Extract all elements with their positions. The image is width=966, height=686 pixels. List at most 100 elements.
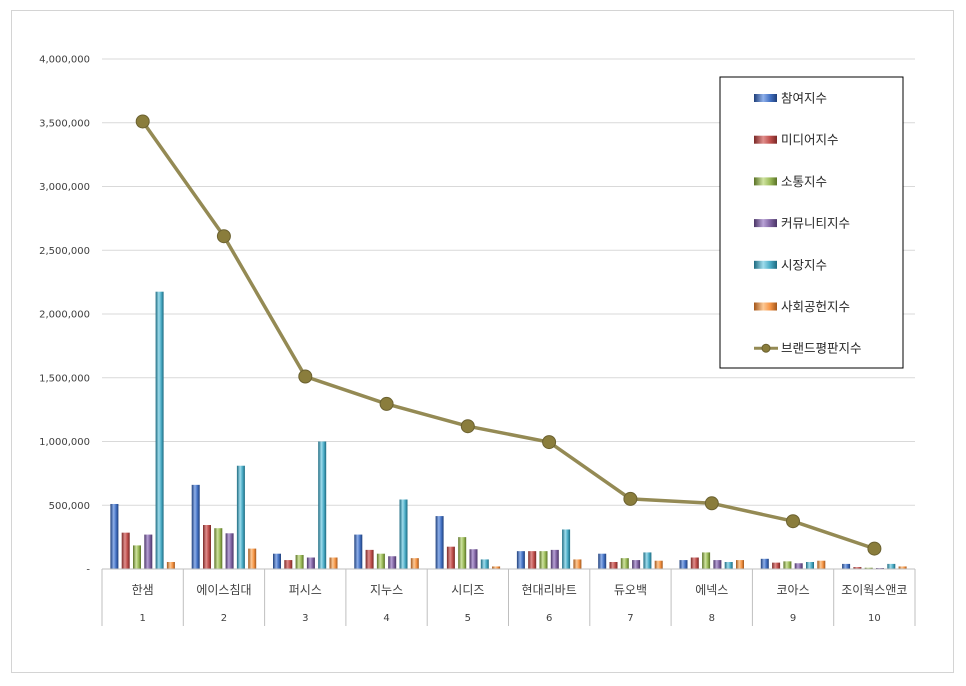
bar-6-1 bbox=[166, 561, 175, 569]
bar-5-2 bbox=[236, 465, 245, 569]
bar-5-9 bbox=[806, 561, 814, 569]
bar-5-4 bbox=[399, 499, 408, 569]
bar-6-9 bbox=[817, 560, 826, 569]
y-tick-label: 3,000,000 bbox=[39, 182, 90, 193]
legend-key bbox=[754, 177, 777, 186]
bar-1-8 bbox=[679, 560, 688, 569]
bar-4-9 bbox=[794, 563, 803, 569]
bar-6-3 bbox=[329, 557, 338, 569]
legend-label: 사회공헌지수 bbox=[781, 299, 850, 314]
bar-6-6 bbox=[573, 559, 582, 569]
y-tick-label: - bbox=[86, 565, 90, 576]
bar-1-5 bbox=[435, 516, 444, 569]
x-category-name: 에넥스 bbox=[695, 583, 728, 597]
bar-6-7 bbox=[654, 560, 663, 569]
bar-2-1 bbox=[121, 532, 130, 569]
x-category-rank: 4 bbox=[383, 613, 389, 624]
y-tick-label: 1,500,000 bbox=[39, 373, 90, 384]
bar-3-3 bbox=[295, 554, 304, 569]
y-axis-ticks: - 500,000 1,000,000 1,500,000 2,000,000 2,500… bbox=[39, 55, 90, 576]
x-category-rank: 5 bbox=[465, 613, 471, 624]
y-tick-label: 2,500,000 bbox=[39, 246, 90, 257]
legend-key bbox=[754, 260, 777, 269]
bar-4-2 bbox=[225, 533, 234, 569]
bar-1-10 bbox=[842, 563, 851, 569]
brand-index-point-3 bbox=[298, 369, 313, 384]
bar-5-3 bbox=[318, 441, 327, 569]
y-tick-label: 3,500,000 bbox=[39, 118, 90, 129]
x-category-name: 시디즈 bbox=[451, 583, 484, 597]
bar-5-1 bbox=[155, 291, 164, 569]
x-category-name: 한샘 bbox=[132, 583, 154, 597]
bar-4-4 bbox=[388, 556, 397, 569]
bar-6-10 bbox=[898, 566, 907, 569]
bar-1-2 bbox=[191, 484, 200, 569]
brand-index-point-7 bbox=[623, 491, 638, 506]
x-category-name: 듀오백 bbox=[614, 583, 647, 597]
bar-3-7 bbox=[620, 558, 629, 569]
bar-4-7 bbox=[632, 560, 641, 569]
bar-3-9 bbox=[783, 561, 792, 569]
bar-2-4 bbox=[365, 549, 374, 570]
bar-5-6 bbox=[562, 529, 571, 569]
legend-label: 미디어지수 bbox=[781, 132, 839, 147]
bar-4-1 bbox=[144, 534, 153, 569]
bar-3-2 bbox=[214, 528, 223, 569]
bar-5-7 bbox=[643, 552, 652, 569]
brand-index-point-10 bbox=[867, 541, 882, 556]
chart-frame: - 500,000 1,000,000 1,500,000 2,000,000 2,500… bbox=[11, 10, 954, 673]
legend-label: 브랜드평판지수 bbox=[781, 341, 862, 356]
bar-6-5 bbox=[492, 566, 501, 569]
bar-1-3 bbox=[273, 553, 281, 569]
bar-4-3 bbox=[306, 557, 315, 569]
bar-4-6 bbox=[550, 549, 559, 570]
bar-2-7 bbox=[609, 561, 618, 569]
bar-2-3 bbox=[284, 560, 293, 569]
brand-index-point-9 bbox=[786, 514, 800, 529]
brand-index-point-8 bbox=[704, 496, 719, 511]
bar-2-5 bbox=[446, 546, 455, 569]
x-axis: 한샘 1 에이스침대 2 퍼시스 3 지누스 4 시디즈 5 현대리바트 6 듀오백 7 에넥스 8 코아스 9 조… bbox=[101, 568, 916, 626]
x-category-rank: 2 bbox=[221, 613, 227, 624]
x-category-name: 조이웍스앤코 bbox=[841, 583, 907, 597]
legend-label: 참여지수 bbox=[781, 91, 827, 106]
brand-index-point-4 bbox=[379, 396, 394, 411]
brand-index-line-path bbox=[141, 120, 875, 551]
legend-box bbox=[719, 76, 904, 369]
legend-key bbox=[754, 302, 777, 311]
bar-3-8 bbox=[702, 552, 711, 569]
bar-6-2 bbox=[248, 548, 257, 569]
legend-label: 커뮤니티지수 bbox=[781, 216, 850, 231]
legend-key bbox=[754, 219, 777, 228]
bar-2-10 bbox=[853, 567, 862, 569]
bar-3-4 bbox=[376, 553, 385, 569]
x-category-name: 지누스 bbox=[370, 583, 403, 597]
brand-reputation-chart: - 500,000 1,000,000 1,500,000 2,000,000 2,500… bbox=[39, 55, 916, 626]
bar-2-9 bbox=[772, 562, 781, 570]
bar-3-6 bbox=[539, 551, 548, 569]
bar-5-10 bbox=[887, 563, 896, 569]
x-category-rank: 3 bbox=[302, 613, 308, 624]
bar-4-5 bbox=[469, 549, 478, 569]
legend-key-marker bbox=[761, 343, 771, 353]
x-category-rank: 8 bbox=[709, 613, 715, 624]
bar-1-1 bbox=[110, 503, 119, 569]
x-category-rank: 10 bbox=[868, 613, 881, 624]
bar-1-4 bbox=[354, 534, 363, 569]
bar-3-10 bbox=[864, 567, 873, 569]
bar-5-8 bbox=[724, 561, 733, 569]
brand-index-point-6 bbox=[542, 435, 557, 450]
brand-index-point-5 bbox=[460, 419, 475, 434]
x-category-rank: 6 bbox=[546, 613, 552, 624]
bar-6-8 bbox=[736, 560, 744, 569]
bar-4-8 bbox=[713, 560, 722, 569]
bar-1-7 bbox=[598, 553, 607, 569]
brand-index-line bbox=[135, 114, 882, 556]
legend-key bbox=[754, 135, 777, 144]
x-category-name: 현대리바트 bbox=[522, 583, 577, 597]
bar-6-4 bbox=[410, 558, 419, 569]
y-tick-label: 4,000,000 bbox=[39, 55, 90, 66]
x-category-name: 에이스침대 bbox=[196, 583, 251, 597]
bars bbox=[110, 291, 907, 570]
